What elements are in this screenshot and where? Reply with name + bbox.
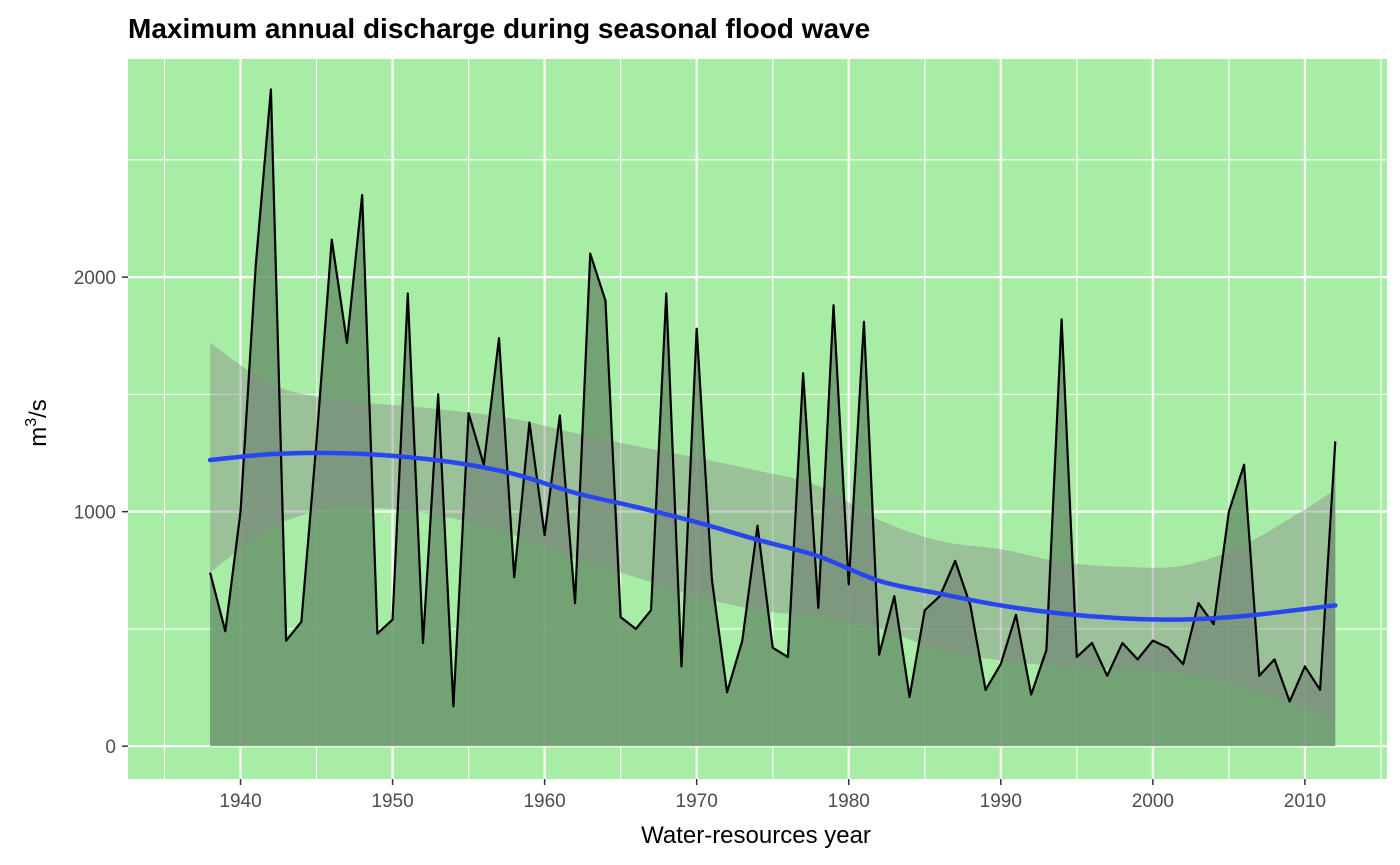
smooth-trend-line: [207, 450, 1338, 622]
x-tick-label: 2010: [1284, 791, 1326, 812]
x-tick-label: 1990: [980, 791, 1022, 812]
y-axis: 0 1000 2000: [74, 268, 128, 758]
y-axis-title-rest: /s: [25, 399, 52, 418]
x-tick-label: 2000: [1132, 791, 1174, 812]
confidence-ribbon: [210, 342, 1336, 722]
chart-title: Maximum annual discharge during seasonal…: [128, 13, 870, 44]
x-axis: 1940 1950 1960 1970 1980 1990 2000 2010: [219, 779, 1326, 812]
y-axis-title: m3/s: [23, 399, 52, 447]
discharge-area: [210, 89, 1336, 747]
x-tick-label: 1940: [219, 791, 261, 812]
x-axis-title: Water-resources year: [641, 822, 871, 849]
x-tick-label: 1960: [523, 791, 565, 812]
y-axis-title-sup: 3: [23, 418, 40, 427]
y-tick-label: 2000: [74, 268, 116, 289]
x-tick-label: 1980: [828, 791, 870, 812]
series-layer: [207, 88, 1338, 747]
discharge-line: [209, 88, 1337, 708]
y-tick-label: 0: [105, 737, 116, 758]
x-tick-label: 1950: [371, 791, 413, 812]
x-tick-label: 1970: [676, 791, 718, 812]
y-axis-title-base: m: [25, 427, 52, 447]
y-tick-label: 1000: [74, 503, 116, 524]
